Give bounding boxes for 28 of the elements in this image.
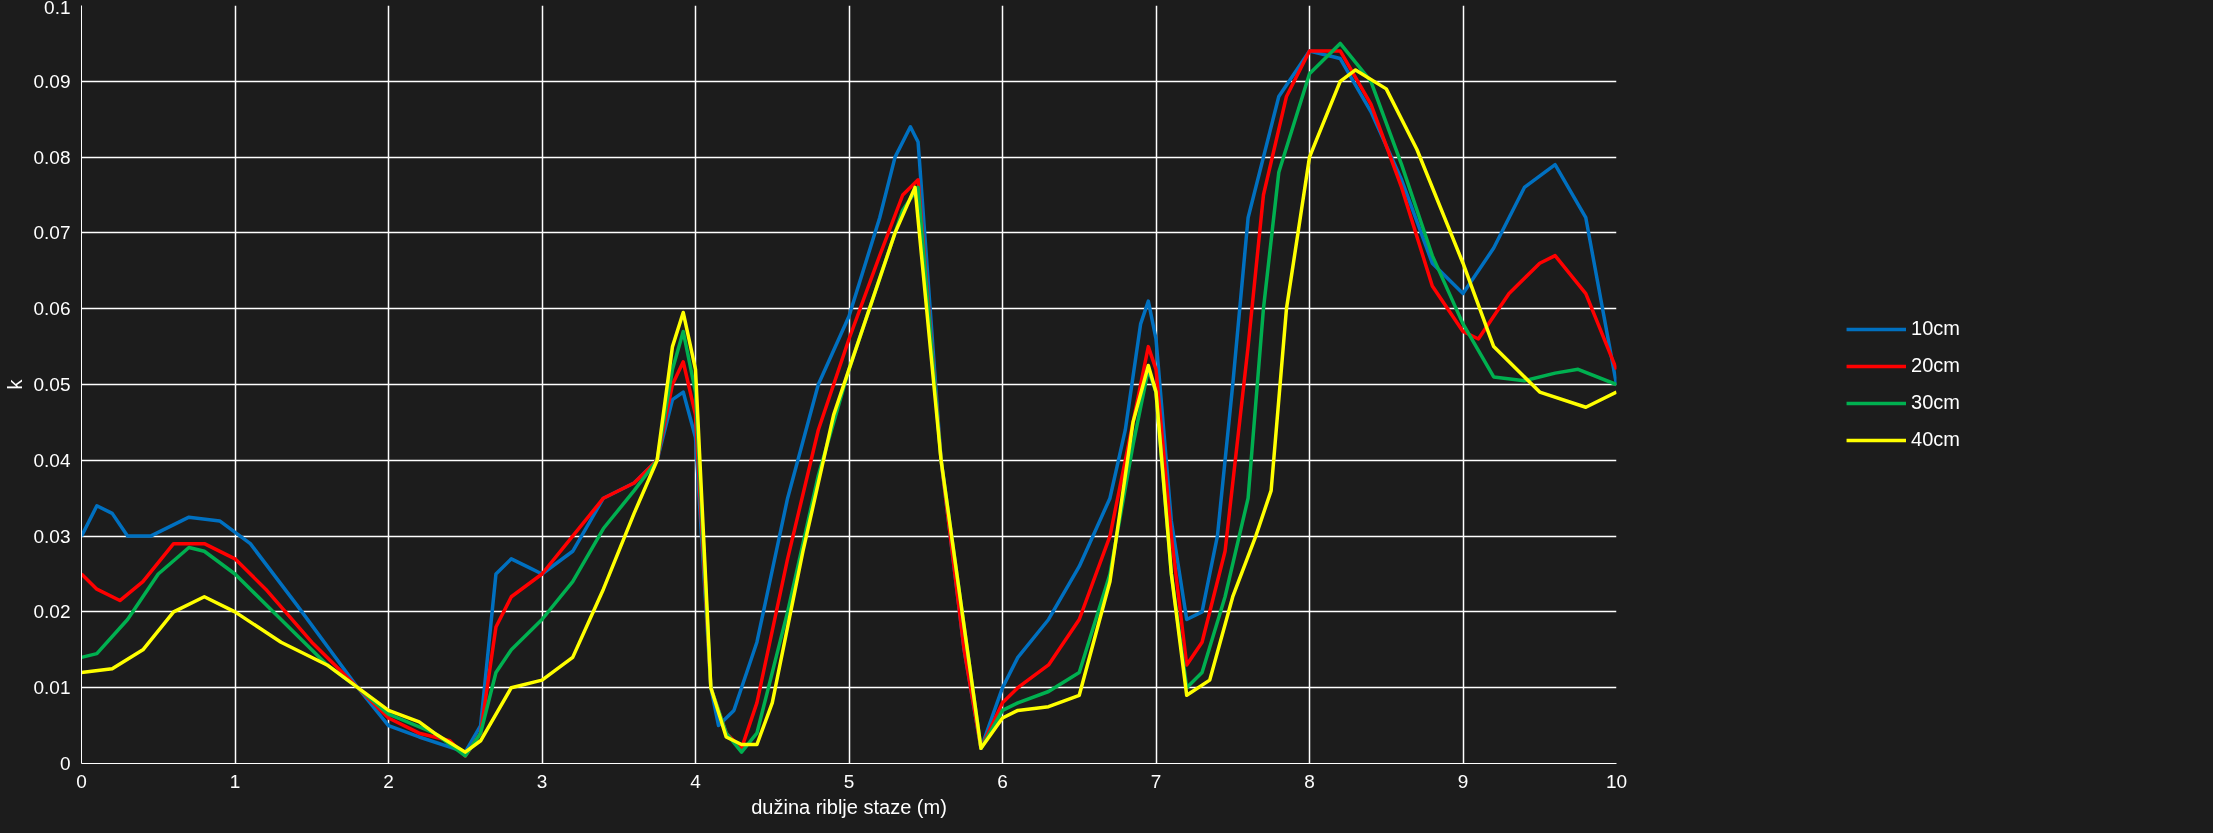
y-tick-label: 0.06 — [33, 298, 71, 320]
y-tick-label: 0 — [59, 753, 71, 774]
legend-label: 20cm — [1911, 354, 1960, 377]
y-tick-label: 0.03 — [33, 525, 71, 547]
x-tick-label: 3 — [536, 770, 548, 792]
y-axis-title: k — [3, 378, 26, 390]
y-tick-label: 0.02 — [33, 601, 71, 623]
x-tick-label: 4 — [690, 770, 702, 792]
y-tick-label: 0.08 — [33, 146, 71, 168]
y-tick-label: 0.1 — [44, 0, 71, 18]
y-tick-label: 0.05 — [33, 374, 71, 395]
legend-label: 40cm — [1911, 428, 1960, 451]
x-tick-label: 6 — [997, 770, 1008, 792]
x-tick-label: 8 — [1304, 770, 1315, 792]
x-tick-label: 5 — [843, 770, 855, 792]
x-tick-label: 10 — [1605, 770, 1628, 792]
x-tick-label: 7 — [1150, 770, 1162, 792]
legend-label: 10cm — [1911, 317, 1960, 340]
x-tick-label: 2 — [383, 770, 394, 792]
x-tick-label: 9 — [1457, 770, 1469, 792]
x-tick-label: 0 — [76, 770, 87, 792]
y-tick-label: 0.09 — [33, 70, 71, 92]
y-tick-label: 0.07 — [33, 222, 71, 244]
x-axis-title: dužina riblje staze (m) — [751, 795, 947, 818]
y-tick-label: 0.04 — [33, 449, 71, 471]
legend-label: 30cm — [1911, 391, 1960, 414]
y-tick-label: 0.01 — [33, 677, 71, 699]
x-tick-label: 1 — [229, 770, 241, 792]
